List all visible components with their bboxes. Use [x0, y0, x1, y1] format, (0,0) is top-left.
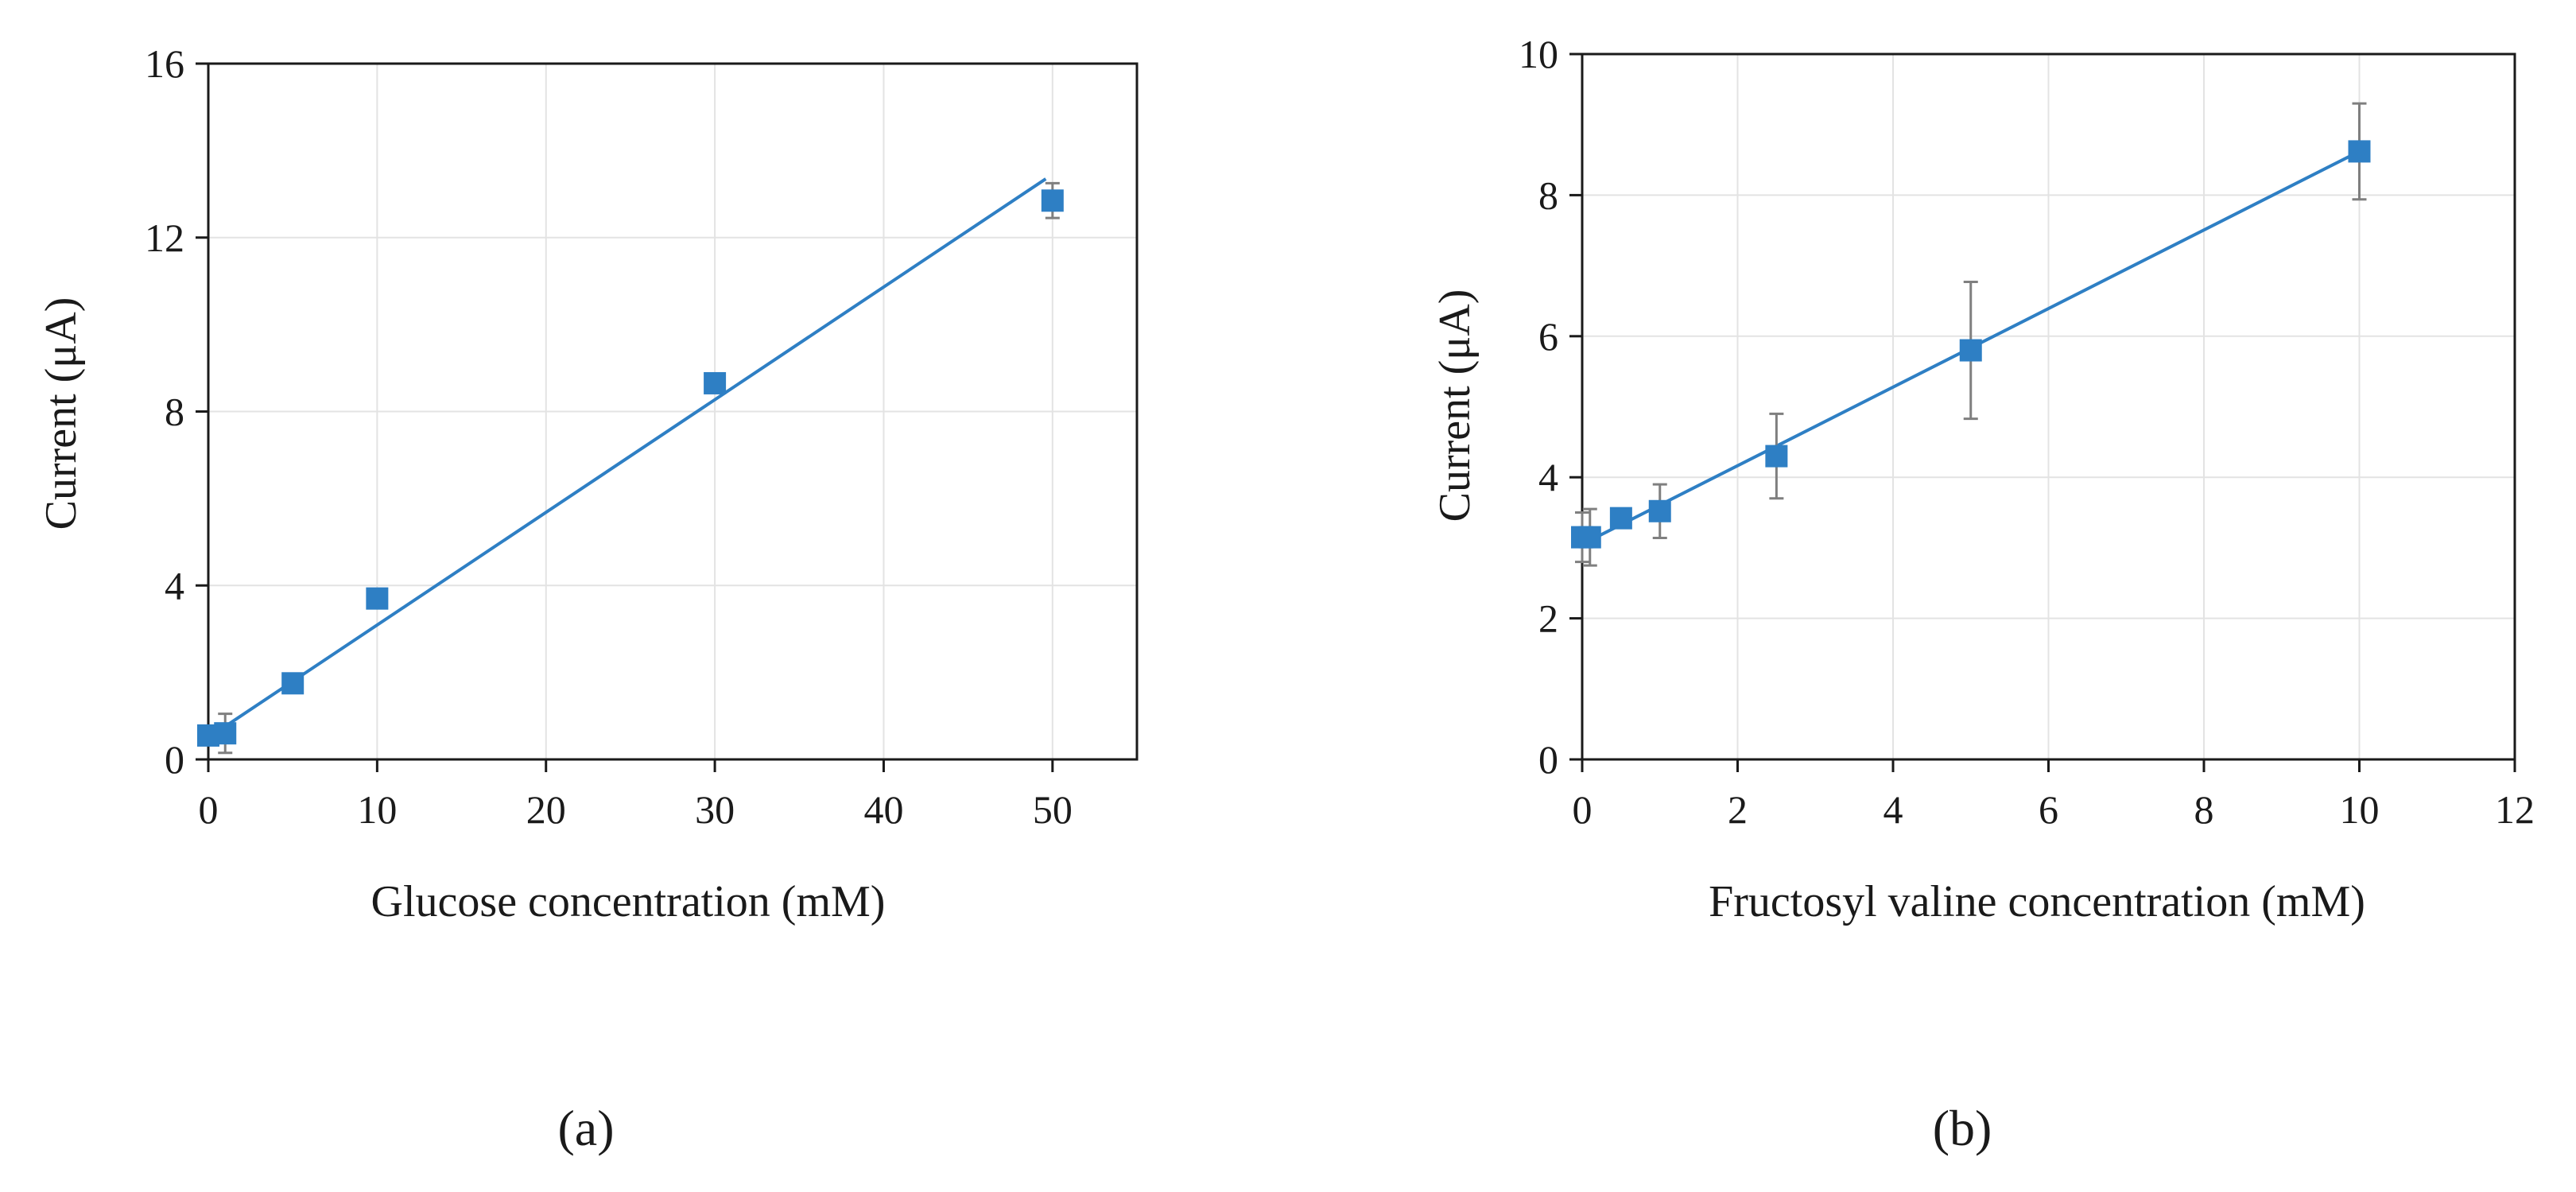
x-tick-label-a-3: 30: [695, 787, 735, 832]
y-axis-label-b: Current (μA): [1430, 289, 1480, 522]
data-points-a: [197, 189, 1064, 747]
x-tick-label-b-3: 6: [2039, 787, 2058, 832]
data-point-a-4: [704, 371, 727, 394]
y-tick-label-b-4: 8: [1538, 173, 1558, 217]
y-tick-label-a-2: 8: [165, 390, 184, 434]
data-point-b-4: [1765, 445, 1788, 468]
data-point-a-5: [1041, 189, 1064, 212]
panel-label-a: (a): [557, 1100, 614, 1156]
data-point-a-2: [281, 672, 305, 695]
y-tick-label-a-3: 12: [145, 215, 184, 260]
ticks-b: 0 2 4 6 8 10 12 0 2 4 6 8 10: [1519, 32, 2535, 832]
data-point-b-6: [2348, 140, 2371, 163]
x-axis-label-b: Fructosyl valine concentration (mM): [1709, 877, 2365, 926]
x-tick-label-b-2: 4: [1884, 787, 1903, 832]
data-point-a-3: [366, 587, 389, 610]
x-tick-label-a-4: 40: [863, 787, 903, 832]
y-tick-label-b-5: 10: [1519, 32, 1558, 76]
x-tick-label-b-6: 12: [2495, 787, 2535, 832]
y-tick-label-b-0: 0: [1538, 737, 1558, 782]
data-point-a-1: [214, 722, 237, 745]
y-tick-label-a-4: 16: [145, 41, 184, 86]
x-tick-label-a-1: 10: [357, 787, 397, 832]
data-points-b: [1571, 140, 2371, 549]
chart-panel-b: 0 2 4 6 8 10 12 0 2 4 6 8 10 Fructosyl valine concen…: [1430, 32, 2535, 1156]
error-bars-a: [201, 181, 1060, 755]
chart-panel-a: 0 10 20 30 40 50 0 4 8 12 16 Glucose concentration…: [37, 41, 1139, 1156]
fit-line-a: [207, 177, 1047, 740]
panel-label-b: (b): [1933, 1100, 1992, 1156]
x-tick-label-a-5: 50: [1033, 787, 1073, 832]
x-tick-label-a-0: 0: [199, 787, 219, 832]
y-tick-label-b-1: 2: [1538, 596, 1558, 641]
data-point-b-1: [1578, 526, 1601, 549]
y-tick-label-a-0: 0: [165, 737, 184, 782]
data-point-b-3: [1648, 499, 1671, 522]
ticks-a: 0 10 20 30 40 50 0 4 8 12 16: [145, 41, 1073, 832]
x-axis-label-a: Glucose concentration (mM): [371, 877, 886, 926]
trendline-a: [207, 177, 1047, 740]
x-tick-label-b-1: 2: [1728, 787, 1748, 832]
y-tick-label-b-2: 4: [1538, 455, 1558, 499]
x-tick-label-b-4: 8: [2194, 787, 2214, 832]
error-bars-b: [1575, 102, 2367, 567]
x-tick-label-a-2: 20: [526, 787, 566, 832]
grid-a: [208, 63, 1137, 759]
x-tick-label-b-0: 0: [1573, 787, 1593, 832]
x-tick-label-b-5: 10: [2340, 787, 2380, 832]
data-point-b-2: [1609, 507, 1632, 530]
y-axis-label-a: Current (μA): [37, 297, 86, 530]
y-tick-label-b-3: 6: [1538, 314, 1558, 359]
data-point-b-5: [1959, 339, 1982, 362]
grid-b: [1582, 53, 2516, 759]
y-tick-label-a-1: 4: [165, 563, 184, 608]
